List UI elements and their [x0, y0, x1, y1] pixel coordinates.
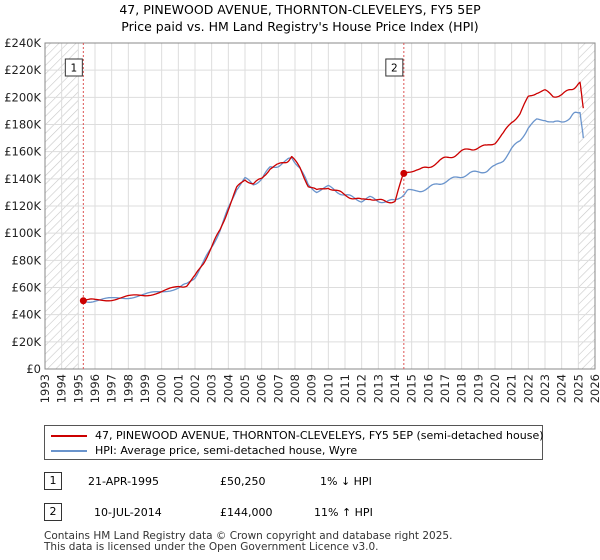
x-tick-label: 2001	[171, 374, 185, 403]
y-tick-label: £60K	[12, 281, 42, 295]
sale-label-number: 1	[70, 63, 77, 75]
sale-hpi-diff: 11% ↑ HPI	[314, 506, 373, 519]
x-tick-label: 2005	[238, 374, 252, 403]
x-tick-label: 2022	[521, 374, 535, 403]
y-tick-label: £180K	[4, 118, 41, 132]
sale-price: £144,000	[220, 506, 273, 519]
sale-point	[79, 297, 87, 305]
x-tick-label: 2015	[405, 374, 419, 403]
x-tick-label: 2019	[471, 374, 485, 403]
y-tick-label: £240K	[4, 36, 41, 50]
sale-label-box	[64, 58, 83, 77]
x-tick-label: 1996	[88, 374, 102, 403]
sale-number-badge: 1	[44, 472, 62, 490]
x-tick-label: 2016	[421, 374, 435, 403]
chart-subtitle: Price paid vs. HM Land Registry's House …	[121, 19, 478, 34]
y-tick-label: £40K	[12, 308, 42, 322]
x-tick-label: 1995	[71, 374, 85, 403]
plot-area: £0 £20K £40K £60K £80K £100K £120K £140K £160K £1…	[4, 36, 600, 403]
y-tick-label: £120K	[4, 199, 41, 213]
x-tick-label: 2013	[371, 374, 385, 403]
x-tick-label: 2014	[388, 374, 402, 403]
y-tick-label: £200K	[4, 90, 41, 104]
x-tick-label: 2018	[455, 374, 469, 403]
sale-point	[400, 169, 408, 177]
plot-frame	[44, 42, 596, 370]
series-line	[83, 111, 584, 303]
x-tick-label: 2000	[155, 374, 169, 403]
x-tick-label: 2020	[488, 374, 502, 403]
x-tick-label: 1999	[138, 374, 152, 403]
sale-hpi-diff: 1% ↓ HPI	[320, 475, 372, 488]
y-tick-label: £20K	[12, 335, 42, 349]
chart-title: 47, PINEWOOD AVENUE, THORNTON-CLEVELEYS,…	[119, 2, 481, 17]
sale-label-number: 2	[391, 63, 398, 75]
x-tick-label: 2025	[571, 374, 585, 403]
y-tick-label: £0	[26, 362, 41, 376]
x-tick-label: 2002	[188, 374, 202, 403]
footer-line-2: This data is licensed under the Open Gov…	[44, 541, 379, 553]
y-tick-label: £140K	[4, 172, 41, 186]
x-tick-label: 1993	[38, 374, 52, 403]
footer: Contains HM Land Registry data © Crown c…	[44, 531, 452, 553]
x-tick-label: 2010	[321, 374, 335, 403]
sale-label-box	[385, 58, 404, 77]
legend-item-hpi: HPI: Average price, semi-detached house,…	[51, 444, 357, 458]
legend-swatch-hpi	[51, 450, 87, 452]
x-tick-label: 2024	[555, 374, 569, 403]
legend-label-property: 47, PINEWOOD AVENUE, THORNTON-CLEVELEYS,…	[95, 429, 544, 442]
x-tick-label: 2011	[338, 374, 352, 403]
legend-item-property: 47, PINEWOOD AVENUE, THORNTON-CLEVELEYS,…	[51, 429, 544, 443]
x-tick-label: 2007	[271, 374, 285, 403]
x-tick-label: 2008	[288, 374, 302, 403]
legend-label-hpi: HPI: Average price, semi-detached house,…	[95, 444, 358, 457]
x-tick-label: 1997	[105, 374, 119, 403]
sale-price: £50,250	[220, 475, 266, 488]
sale-date: 10-JUL-2014	[94, 506, 162, 519]
y-tick-label: £220K	[4, 63, 41, 77]
series-line	[83, 81, 584, 302]
legend-swatch-property	[51, 435, 87, 437]
sale-date: 21-APR-1995	[88, 475, 160, 488]
x-tick-label: 2017	[438, 374, 452, 403]
x-tick-label: 2006	[255, 374, 269, 403]
x-tick-label: 2026	[588, 374, 600, 403]
x-tick-label: 1994	[55, 374, 69, 403]
y-tick-label: £100K	[4, 226, 41, 240]
x-tick-label: 2023	[538, 374, 552, 403]
legend: 47, PINEWOOD AVENUE, THORNTON-CLEVELEYS,…	[44, 425, 544, 460]
footer-line-1: Contains HM Land Registry data © Crown c…	[44, 530, 453, 542]
x-tick-label: 2009	[305, 374, 319, 403]
x-tick-label: 2012	[355, 374, 369, 403]
x-tick-label: 1998	[121, 374, 135, 403]
sale-number-badge: 2	[44, 503, 62, 521]
y-tick-label: £160K	[4, 145, 41, 159]
y-tick-label: £80K	[12, 253, 42, 267]
x-tick-label: 2021	[505, 374, 519, 403]
x-tick-label: 2003	[205, 374, 219, 403]
x-tick-label: 2004	[221, 374, 235, 403]
